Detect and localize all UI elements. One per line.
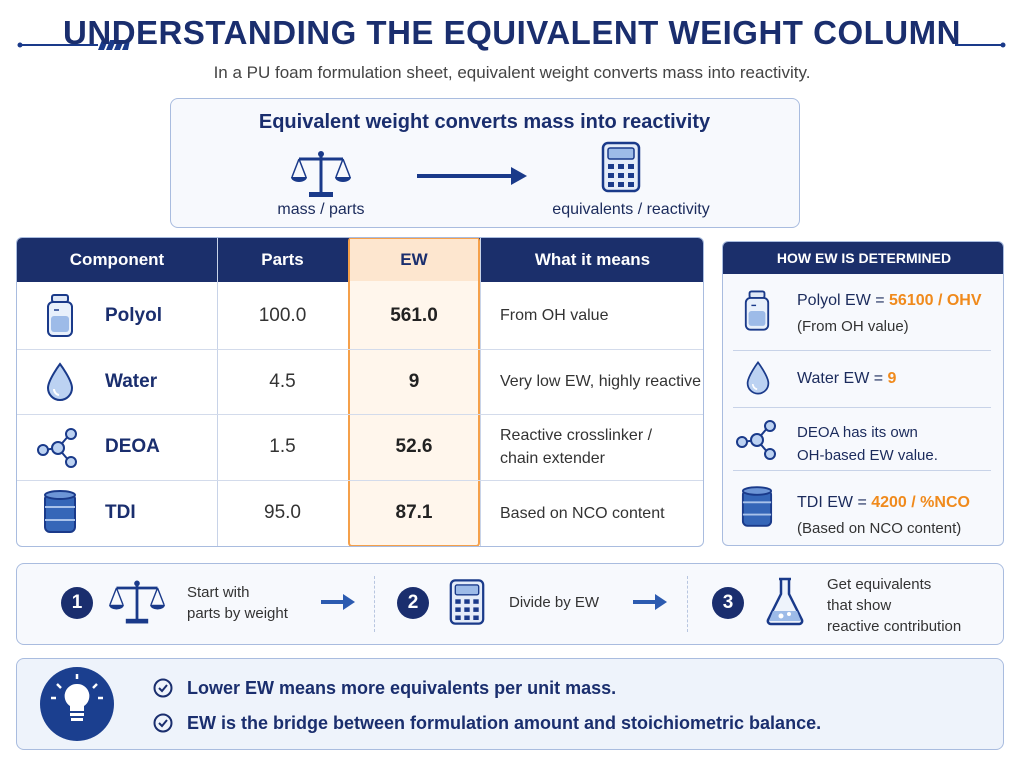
step-number: 1: [61, 587, 93, 619]
row-divider: [17, 414, 703, 415]
step-text: Start with parts by weight: [187, 582, 288, 624]
step-line: reactive contribution: [827, 618, 962, 635]
arrow: [321, 594, 355, 610]
separator: [687, 576, 688, 632]
subtitle: In a PU foam formulation sheet, equivale…: [213, 63, 811, 82]
side-item-text: TDI EW =: [797, 494, 872, 511]
flask-icon: [765, 576, 805, 626]
ew-column-highlight: [348, 238, 480, 546]
water-icon: [45, 362, 75, 402]
title: UNDERSTANDING THE EQUIVALENT WEIGHT COLU…: [63, 14, 961, 51]
concept-box: Equivalent weight converts mass into rea…: [170, 98, 800, 228]
separator: [374, 576, 375, 632]
parts-value: 4.5: [269, 370, 296, 392]
component-name: DEOA: [105, 436, 160, 457]
deoa-icon: [35, 428, 81, 468]
arrow: [633, 594, 667, 610]
water-icon: [745, 360, 771, 396]
calculator-icon: [601, 141, 641, 193]
component-name: Water: [105, 370, 158, 392]
side-item-formula: 9: [887, 370, 897, 387]
meaning-text: Very low EW, highly reactive: [500, 373, 701, 390]
tip-text: Lower EW means more equivalents per unit…: [187, 678, 617, 698]
step-line: Get equivalents: [827, 576, 932, 593]
side-item-text: Polyol EW =: [797, 292, 890, 309]
steps-box: 1 Start with parts by weight 2 Divide by …: [16, 563, 1004, 645]
ew-value: 52.6: [395, 436, 433, 457]
side-item-note: OH-based EW value.: [797, 447, 938, 464]
scale-icon: [109, 578, 165, 626]
side-panel-title: HOW EW IS DETERMINED: [723, 242, 1003, 274]
ew-table: Component Parts EW What it means Polyol …: [16, 237, 704, 547]
meaning-text: Reactive crosslinker /: [500, 427, 653, 444]
meaning-cell: Based on NCO content: [500, 480, 703, 546]
meaning-cell: From OH value: [500, 282, 703, 349]
side-item-note: (Based on NCO content): [797, 520, 962, 537]
polyol-icon: [743, 290, 771, 332]
ew-value: 9: [408, 370, 420, 392]
meaning-cell: Very low EW, highly reactive: [500, 349, 703, 414]
parts-value: 1.5: [269, 436, 296, 457]
side-item: TDI EW = 4200 / %NCO: [797, 494, 970, 512]
column-divider: [217, 238, 218, 546]
polyol-icon: [45, 294, 75, 338]
component-name: Polyol: [105, 304, 163, 326]
side-item-text: Water EW =: [797, 370, 888, 387]
divider: [733, 470, 991, 471]
row-divider: [17, 480, 703, 481]
concept-left-label: mass / parts: [277, 201, 365, 218]
divider: [733, 407, 991, 408]
meaning-text: chain extender: [500, 450, 605, 467]
check-icon: [153, 678, 173, 698]
step-line: that show: [827, 597, 892, 614]
lightbulb-icon: [40, 667, 114, 741]
ew-value: 87.1: [395, 502, 433, 523]
column-header: EW: [400, 250, 428, 269]
tip-text: EW is the bridge between formulation amo…: [187, 713, 822, 733]
check-icon: [153, 713, 173, 733]
ew-header-highlight: [350, 239, 478, 281]
concept-title: Equivalent weight converts mass into rea…: [258, 111, 711, 133]
scale-icon: [289, 149, 353, 199]
step-number: 2: [397, 587, 429, 619]
arrow: [417, 167, 527, 185]
column-divider: [480, 238, 481, 546]
header-decoration: [955, 42, 1006, 48]
side-panel: HOW EW IS DETERMINED Polyol EW = 56100 /…: [722, 241, 1004, 546]
divider: [733, 350, 991, 351]
step-line: Divide by EW: [509, 594, 600, 611]
parts-value: 100.0: [258, 304, 307, 326]
step-number: 3: [712, 587, 744, 619]
side-item: Polyol EW = 56100 / OHV: [797, 292, 982, 310]
side-item: Water EW = 9: [797, 370, 896, 388]
meaning-text: Based on NCO content: [500, 504, 665, 522]
meaning-text: From OH value: [500, 307, 609, 324]
component-name: TDI: [105, 502, 136, 523]
side-item-note: (From OH value): [797, 318, 909, 335]
row-divider: [17, 349, 703, 350]
concept-right-label: equivalents / reactivity: [552, 201, 710, 218]
header-decoration: [17, 40, 130, 50]
step-text: Get equivalents that show reactive contrib…: [827, 574, 961, 637]
column-header: Parts: [261, 250, 304, 269]
tdi-icon: [43, 490, 77, 534]
side-item-formula: 56100 / OHV: [889, 292, 982, 309]
ew-value: 561.0: [390, 304, 438, 326]
side-item-formula: 4200 / %NCO: [871, 494, 970, 511]
side-item-text: DEOA has its own: [797, 424, 918, 441]
meaning-cell: Reactive crosslinker / chain extender: [500, 414, 703, 480]
step-line: Start with: [187, 584, 250, 601]
tdi-icon: [741, 486, 773, 528]
step-line: parts by weight: [187, 605, 288, 622]
step-text: Divide by EW: [509, 592, 599, 613]
deoa-icon: [735, 420, 779, 460]
parts-value: 95.0: [264, 502, 301, 523]
column-header: Component: [69, 250, 165, 269]
column-header: What it means: [534, 250, 651, 269]
calculator-icon: [449, 578, 485, 626]
tips-box: Lower EW means more equivalents per unit…: [16, 658, 1004, 750]
